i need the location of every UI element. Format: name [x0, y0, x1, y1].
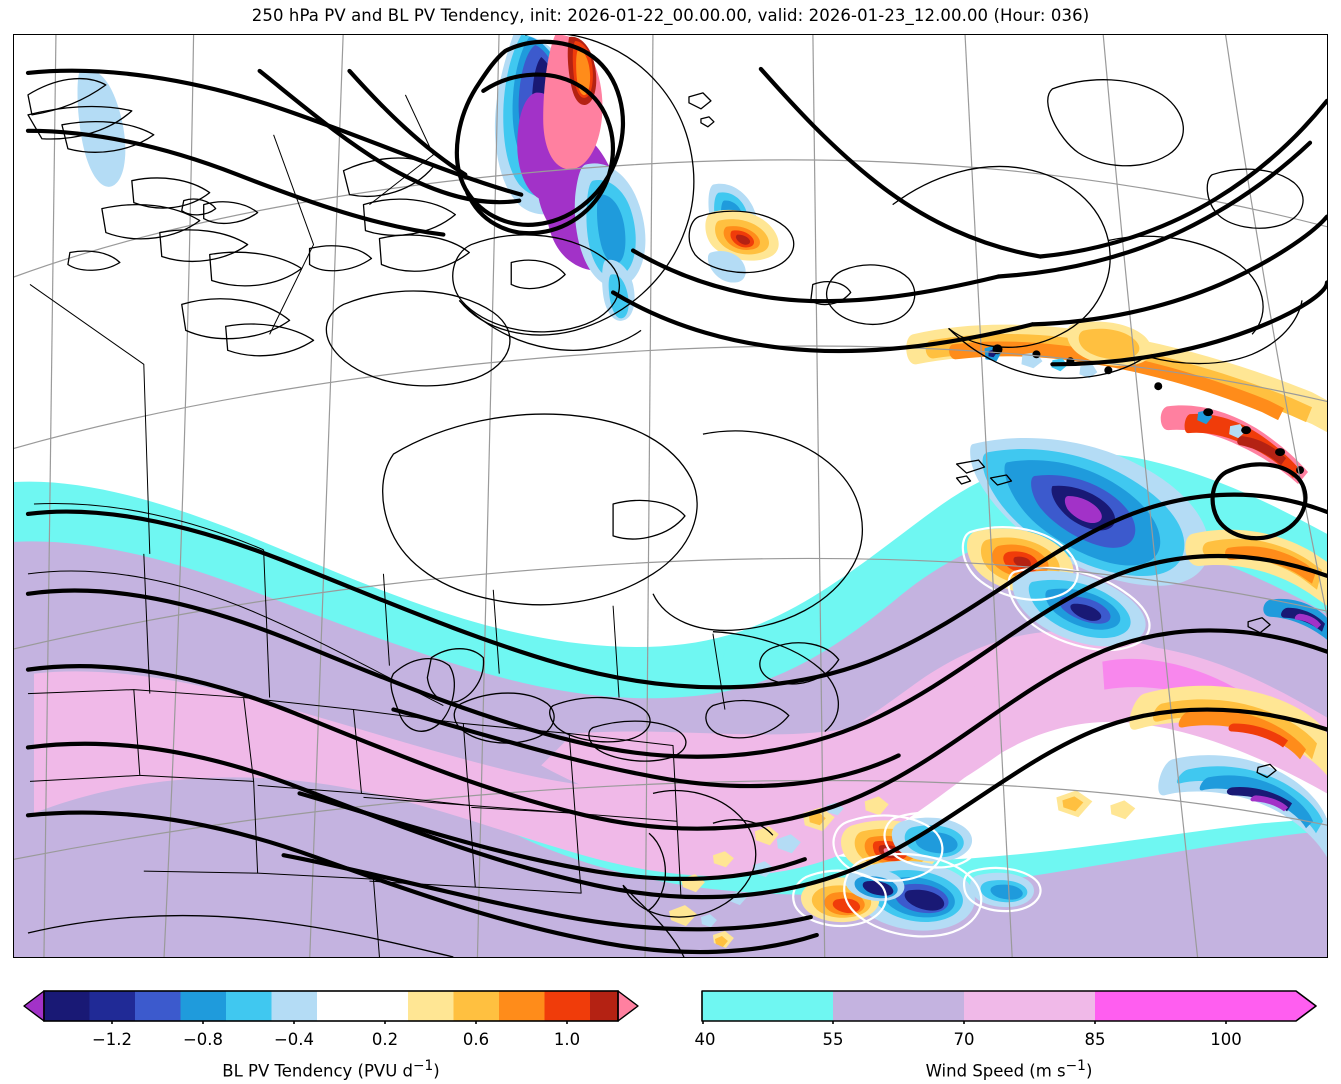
- colorbar-wind-tick-0: 40: [694, 1030, 716, 1049]
- wind-band-40-55-north: [14, 481, 729, 699]
- colorbar-wind-title-text: Wind Speed (m s: [925, 1061, 1066, 1081]
- colorbar-pv-ticklabels: −1.2 −0.8 −0.4 0.2 0.6 1.0: [22, 1030, 640, 1052]
- colorbar-pv-tick-0: −1.2: [91, 1030, 133, 1049]
- colorbar-pv-title-exponent: −1: [413, 1058, 434, 1074]
- colorbar-wind-extend-max: [1226, 991, 1316, 1021]
- pv-tendency-nw-streak: [77, 69, 126, 187]
- colorbar-wind-title: Wind Speed (m s−1): [700, 1058, 1318, 1081]
- map-plot-area[interactable]: [13, 34, 1328, 958]
- colorbar-wind-tick-1: 55: [822, 1030, 844, 1049]
- colorbar-wind-title-exponent: −1: [1065, 1058, 1086, 1074]
- colorbar-pv-tick-3: 0.2: [371, 1030, 399, 1049]
- colorbar-wind-ticklabels: 40 55 70 85 100: [695, 1030, 1318, 1052]
- wind-band-85-100-a: [1102, 658, 1327, 760]
- colorbar-wind-speed[interactable]: 40 55 70 85 100 Wind Speed (m s−1): [695, 988, 1318, 1081]
- colorbar-pv-extend-max: [617, 990, 639, 1022]
- coastline-layer: [27, 35, 1304, 957]
- colorbar-wind-swatches: [700, 988, 1318, 1024]
- colorbar-pv-body: [23, 990, 639, 1024]
- colorbar-wind-title-tail: ): [1085, 1061, 1093, 1081]
- colorbar-pv-swatches: [22, 988, 640, 1024]
- pv-contour-layer: [25, 39, 1327, 955]
- map-canvas: [14, 35, 1327, 957]
- colorbar-bl-pv-tendency[interactable]: −1.2 −0.8 −0.4 0.2 0.6 1.0 BL PV Tendenc…: [22, 988, 640, 1081]
- colorbar-pv-title: BL PV Tendency (PVU d−1): [22, 1058, 640, 1081]
- pv-tendency-jet-ne-filament: [1129, 529, 1327, 858]
- colorbar-wind-tick-4: 100: [1210, 1030, 1242, 1049]
- colorbar-pv-tick-1: −0.8: [182, 1030, 224, 1049]
- colorbar-pv-svg: [23, 990, 639, 1024]
- colorbar-pv-title-tail: ): [433, 1061, 440, 1081]
- pv-tendency-jet-dipole-main: [961, 437, 1210, 652]
- colorbar-pv-tick-5: 1.0: [553, 1030, 581, 1049]
- colorbar-wind-svg: [701, 990, 1317, 1024]
- wind-band-70-85-core: [541, 644, 1327, 831]
- colorbar-pv-extend-min: [23, 990, 45, 1022]
- colorbar-wind-tick-2: 70: [953, 1030, 975, 1049]
- pv-tendency-iceland-dipole: [705, 183, 779, 283]
- colorbar-pv-tick-4: 0.6: [462, 1030, 490, 1049]
- colorbar-wind-tick-3: 85: [1084, 1030, 1106, 1049]
- colorbar-pv-title-text: BL PV Tendency (PVU d: [222, 1061, 414, 1081]
- colorbar-pv-tick-2: −0.4: [273, 1030, 315, 1049]
- page-title: 250 hPa PV and BL PV Tendency, init: 202…: [251, 6, 1090, 25]
- colorbar-wind-body: [701, 990, 1317, 1024]
